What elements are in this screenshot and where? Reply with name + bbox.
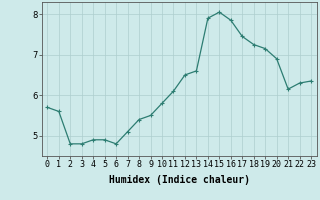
X-axis label: Humidex (Indice chaleur): Humidex (Indice chaleur) bbox=[109, 175, 250, 185]
